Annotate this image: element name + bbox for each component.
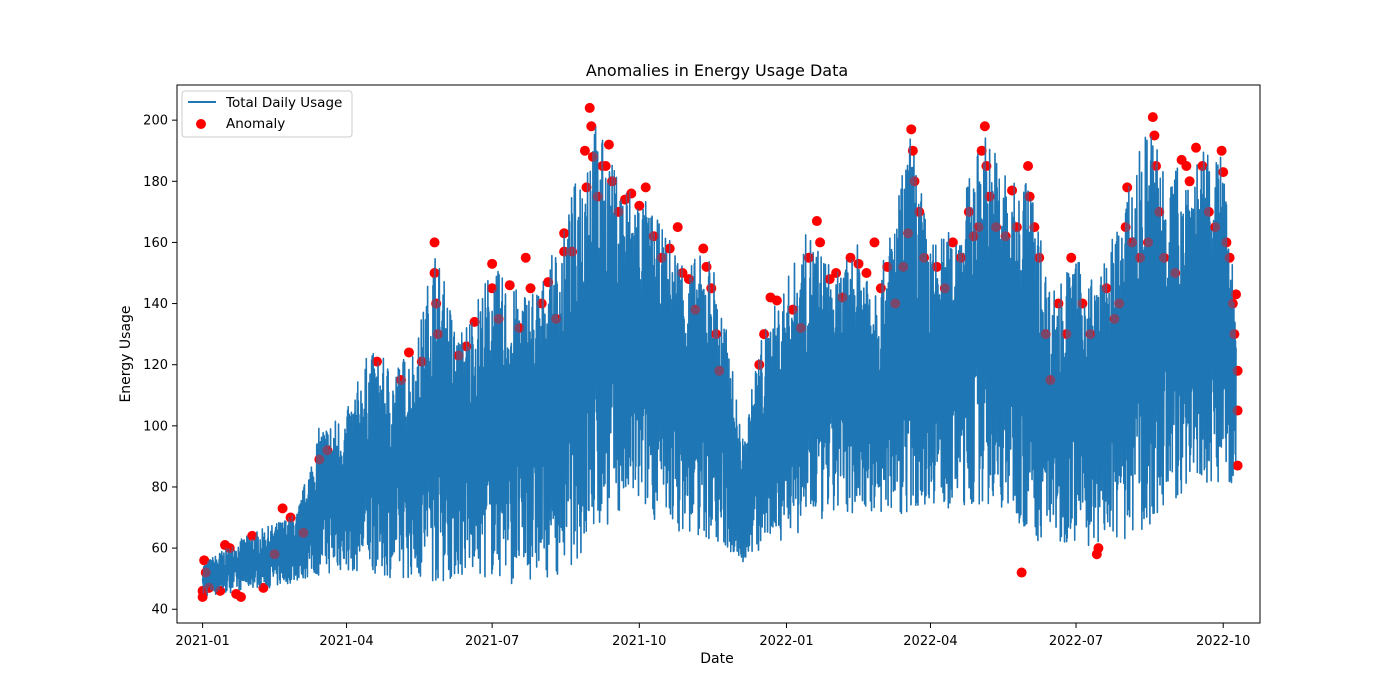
anomaly-point (875, 283, 886, 294)
anomaly-point (815, 237, 826, 248)
anomaly-point (634, 200, 645, 211)
anomaly-point (1218, 167, 1229, 178)
anomaly-point (504, 280, 515, 291)
x-tick-label: 2022-10 (1196, 634, 1250, 649)
chart-title: Anomalies in Energy Usage Data (586, 61, 848, 80)
anomaly-point (247, 530, 258, 541)
anomaly-point (1181, 161, 1192, 172)
anomaly-point (371, 356, 382, 367)
anomaly-point (235, 592, 246, 603)
plot-area (197, 102, 1243, 603)
legend: Total Daily Usage Anomaly (181, 90, 353, 138)
x-tick-label: 2022-07 (1049, 634, 1103, 649)
axes: 40 60 80 100 120 140 160 180 200 2021-01 2021-04 20… (143, 84, 1261, 649)
x-tick-label: 2021-07 (465, 634, 519, 649)
y-tick-label: 200 (143, 114, 168, 129)
anomaly-point (199, 555, 210, 566)
anomaly-point (1122, 182, 1133, 193)
anomaly-point (759, 329, 770, 340)
anomaly-point (525, 283, 536, 294)
anomaly-point (619, 194, 630, 205)
y-tick-label: 140 (143, 297, 168, 312)
y-tick-label: 60 (151, 542, 168, 557)
anomaly-point (1216, 145, 1227, 156)
anomaly-point (906, 124, 917, 135)
anomaly-point (520, 252, 531, 263)
anomaly-point (1023, 161, 1034, 172)
series-line-overlay (201, 126, 1237, 596)
legend-anomaly-swatch (196, 119, 206, 129)
y-axis-title: Energy Usage (118, 305, 134, 402)
anomaly-point (1007, 185, 1018, 196)
anomaly-point (1191, 142, 1202, 153)
anomaly-point (672, 222, 683, 233)
anomaly-point (1197, 161, 1208, 172)
anomaly-point (1232, 460, 1243, 471)
anomaly-point (429, 237, 440, 248)
x-axis-title: Date (700, 651, 733, 667)
anomaly-point (1066, 252, 1077, 263)
legend-label-usage: Total Daily Usage (225, 95, 342, 111)
anomaly-point (626, 188, 637, 199)
anomaly-point (579, 145, 590, 156)
y-tick-label: 120 (143, 358, 168, 373)
anomaly-point (1093, 543, 1104, 554)
anomaly-point (277, 503, 288, 514)
legend-box (181, 90, 353, 138)
anomaly-point (979, 121, 990, 132)
x-tick-label: 2021-01 (175, 634, 229, 649)
anomaly-point (811, 216, 822, 227)
anomaly-point (1016, 567, 1027, 578)
anomaly-point (640, 182, 651, 193)
anomaly-point (1147, 112, 1158, 123)
anomaly-point (771, 295, 782, 306)
anomaly-point (603, 139, 614, 150)
y-tick-label: 100 (143, 419, 168, 434)
anomaly-point (706, 283, 717, 294)
anomaly-point (824, 274, 835, 285)
anomaly-point (931, 261, 942, 272)
y-tick-label: 80 (151, 480, 168, 495)
x-tick-label: 2021-04 (319, 634, 373, 649)
anomaly-point (285, 512, 296, 523)
anomaly-point (701, 261, 712, 272)
y-tick-label: 180 (143, 175, 168, 190)
anomaly-point (581, 182, 592, 193)
anomaly-point (487, 258, 498, 269)
anomaly-point (586, 121, 597, 132)
anomaly-point (1184, 176, 1195, 187)
axes-frame (176, 84, 1261, 624)
legend-label-anomaly: Anomaly (226, 116, 285, 132)
anomaly-point (869, 237, 880, 248)
y-tick-label: 160 (143, 236, 168, 251)
anomaly-point (698, 243, 709, 254)
anomaly-point (853, 258, 864, 269)
anomaly-point (1231, 289, 1241, 300)
x-tick-label: 2021-10 (612, 634, 666, 649)
anomaly-point (1024, 191, 1035, 202)
anomaly-point (861, 267, 872, 278)
anomaly-point (584, 102, 595, 113)
anomaly-point (831, 267, 842, 278)
y-tick-label: 40 (151, 603, 168, 618)
anomaly-point (976, 145, 987, 156)
anomaly-point (403, 347, 414, 358)
x-tick-label: 2022-01 (759, 634, 813, 649)
anomaly-point (845, 252, 856, 263)
x-tick-label: 2022-04 (903, 634, 957, 649)
anomaly-point (258, 582, 269, 593)
